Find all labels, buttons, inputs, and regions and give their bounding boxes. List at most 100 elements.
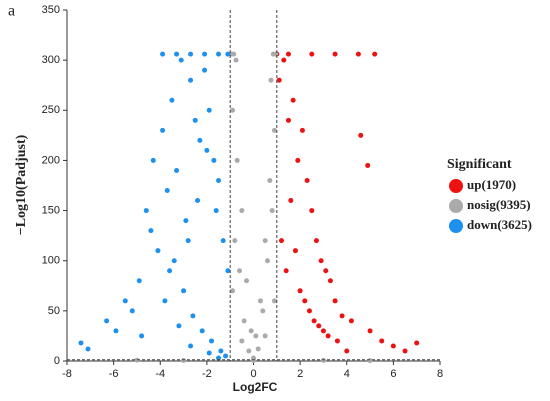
legend-label: down(3625) <box>467 217 532 232</box>
point <box>206 107 212 113</box>
point <box>233 57 239 63</box>
point <box>367 328 373 334</box>
point <box>278 238 284 244</box>
legend-marker <box>449 179 463 193</box>
point <box>169 97 175 103</box>
x-tick-label: 4 <box>344 368 350 380</box>
point <box>209 338 215 344</box>
y-tick-label: 350 <box>42 4 60 16</box>
point <box>234 157 240 163</box>
point <box>134 357 140 363</box>
point <box>260 308 266 314</box>
point <box>304 177 310 183</box>
point <box>288 198 294 204</box>
point <box>244 278 250 284</box>
point <box>253 333 259 339</box>
point <box>230 288 236 294</box>
point <box>297 288 303 294</box>
y-tick-label: 50 <box>48 305 60 317</box>
x-tick-label: 8 <box>437 368 443 380</box>
point <box>160 127 166 133</box>
point <box>268 77 274 83</box>
legend-label: nosig(9395) <box>467 197 531 212</box>
point <box>220 238 226 244</box>
point <box>218 348 224 354</box>
point <box>241 318 247 324</box>
point <box>285 51 291 57</box>
point <box>239 338 245 344</box>
point <box>188 343 194 349</box>
point <box>367 358 373 364</box>
x-tick-label: -6 <box>109 368 119 380</box>
point <box>251 357 256 363</box>
point <box>192 117 198 123</box>
point <box>309 51 315 57</box>
y-tick-label: 150 <box>42 204 60 216</box>
point <box>339 313 345 319</box>
point <box>372 51 378 57</box>
point <box>174 167 180 173</box>
point <box>414 340 420 346</box>
point <box>320 328 326 334</box>
point <box>181 357 187 363</box>
point <box>257 298 263 304</box>
point <box>262 333 268 339</box>
point <box>390 343 396 349</box>
point <box>355 51 361 57</box>
point <box>269 208 275 214</box>
point <box>262 238 268 244</box>
y-tick-label: 0 <box>54 355 60 367</box>
point <box>348 318 354 324</box>
point <box>316 323 322 329</box>
point <box>78 340 84 346</box>
point <box>164 188 170 194</box>
point <box>202 67 208 73</box>
point <box>225 51 231 57</box>
x-tick-label: 0 <box>250 368 256 380</box>
point <box>344 348 350 354</box>
point <box>267 177 273 183</box>
point <box>232 238 238 244</box>
point <box>160 51 166 57</box>
point <box>318 258 324 264</box>
point <box>213 208 219 214</box>
point <box>223 353 229 359</box>
point <box>306 308 312 314</box>
point <box>365 162 371 168</box>
point <box>332 51 338 57</box>
point <box>230 107 236 113</box>
panel-label: a <box>8 3 15 20</box>
point <box>139 333 145 339</box>
point <box>309 208 315 214</box>
point <box>211 157 217 163</box>
legend-title: Significant <box>447 157 512 172</box>
point <box>143 208 149 214</box>
point <box>285 117 291 123</box>
point <box>122 298 128 304</box>
point <box>248 328 254 334</box>
point <box>176 323 182 329</box>
point <box>302 298 308 304</box>
point <box>292 248 298 254</box>
point <box>358 132 364 138</box>
point <box>162 298 168 304</box>
x-axis-label: Log2FC <box>233 380 278 394</box>
point <box>136 278 142 284</box>
legend-marker <box>449 219 463 233</box>
point <box>271 298 277 304</box>
point <box>188 77 194 83</box>
point <box>85 346 91 352</box>
point <box>178 57 184 63</box>
legend-marker <box>449 199 463 213</box>
point <box>206 350 212 356</box>
point <box>311 318 317 324</box>
point <box>148 228 154 234</box>
point <box>320 357 326 363</box>
point <box>190 313 196 319</box>
point <box>225 268 231 274</box>
point <box>325 333 331 339</box>
y-tick-label: 250 <box>42 104 60 116</box>
point <box>237 268 243 274</box>
x-tick-label: -2 <box>202 368 212 380</box>
